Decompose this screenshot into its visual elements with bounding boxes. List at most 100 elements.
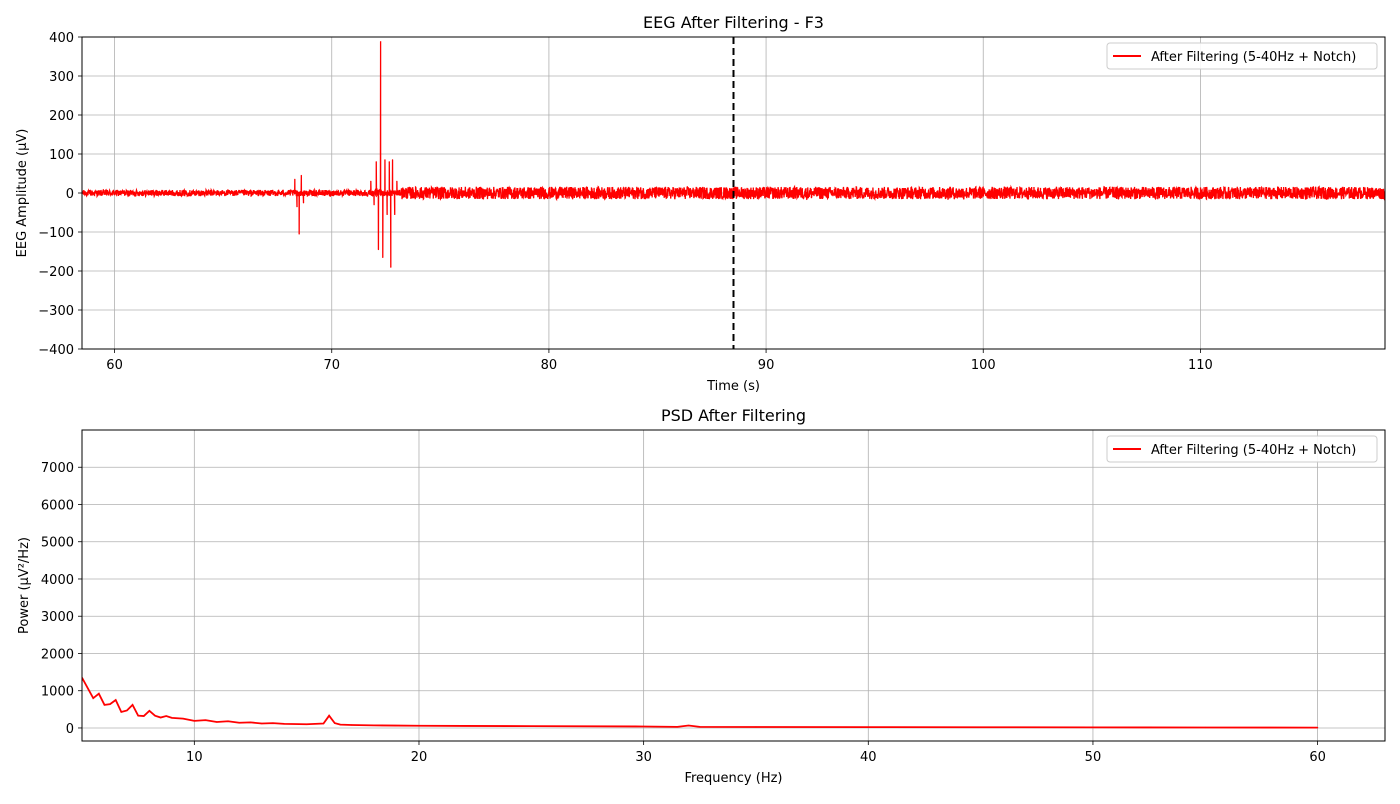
burst-peak-point [384,159,386,161]
y-tick-label: 6000 [41,498,74,513]
x-tick-label: 110 [1188,358,1213,373]
psd-point [755,726,757,728]
burst-peak-point [377,248,380,251]
psd-point [463,725,465,727]
y-tick-label: 3000 [41,610,74,625]
x-tick-label: 100 [971,358,996,373]
y-tick-label: −200 [38,265,74,280]
psd-point [687,724,690,727]
y-tick-label: 4000 [41,573,74,588]
psd-point [395,724,398,727]
x-tick-label: 70 [323,358,340,373]
psd-point [322,722,325,725]
burst-peak-point [396,180,398,182]
burst-peak-point [390,266,392,268]
psd-point [171,717,173,719]
y-tick-label: 0 [66,722,74,737]
psd-point [216,721,218,723]
legend: After Filtering (5-40Hz + Notch) [1106,435,1378,463]
x-tick-label: 40 [860,750,877,765]
psd-point [643,725,645,728]
psd-point [148,710,150,712]
psd-point [1204,726,1206,729]
x-tick-label: 60 [1309,750,1326,765]
psd-point [339,724,341,726]
x-tick-label: 10 [186,750,203,765]
chart-title: EEG After Filtering - F3 [643,13,824,32]
y-tick-label: 200 [49,109,74,124]
x-axis-label: Time (s) [706,379,760,394]
psd-point [261,722,263,725]
burst-peak-point [300,174,302,177]
y-tick-label: −300 [38,304,74,319]
psd-point [980,726,982,728]
burst-peak-point [298,233,300,235]
legend-box [1106,42,1378,70]
psd-point [193,720,195,722]
y-tick-label: −400 [38,343,74,358]
psd-point [418,725,420,727]
psd-point [109,703,111,705]
y-tick-label: 100 [49,148,74,163]
burst-peak-point [380,41,382,43]
x-tick-label: 20 [411,750,428,765]
psd-point [530,725,532,727]
y-axis-label: EEG Amplitude (µV) [15,129,30,258]
x-tick-label: 90 [758,358,775,373]
psd-point [676,726,678,728]
y-tick-label: 0 [66,187,74,202]
chart-2: 10 20 30 40 50 60 0 1000 2000 3000 4000 5000 6000 700… [17,406,1386,786]
chart-title: PSD After Filtering [661,406,806,425]
psd-point [283,723,285,725]
plot-frame [81,36,1386,350]
legend-label: After Filtering (5-40Hz + Notch) [1151,443,1356,458]
psd-point [182,718,184,720]
burst-peak-point [302,202,305,204]
psd-point [227,720,229,722]
x-tick-label: 80 [541,358,558,373]
psd-line [82,677,1318,729]
burst-peak-point [373,204,375,206]
psd-point [350,724,353,726]
series-1 [82,41,1385,268]
y-tick-label: 400 [49,31,74,46]
psd-point [238,722,240,724]
series-1 [82,677,1319,729]
psd-point [306,723,308,725]
burst-peak-point [296,206,298,208]
psd-point [98,693,100,695]
burst-peak-point [375,161,377,163]
burst-peak-point [386,213,388,216]
legend: After Filtering (5-40Hz + Notch) [1106,42,1378,70]
x-tick-label: 50 [1085,750,1102,765]
psd-point [867,726,869,728]
psd-point [154,715,156,717]
y-tick-label: 2000 [41,647,74,662]
psd-point [131,704,134,706]
psd-point [334,722,336,724]
burst-peak-point [370,180,372,182]
x-tick-label: 60 [106,358,123,373]
psd-point [165,715,167,717]
psd-point [126,709,128,712]
psd-point [1317,726,1319,729]
x-axis-label: Frequency (Hz) [684,771,782,786]
psd-point [160,716,162,719]
eeg-trace [82,41,1385,268]
psd-point [204,719,207,721]
burst-peak-point [382,256,384,258]
psd-point [115,699,117,701]
psd-point [328,715,330,717]
legend-box [1106,435,1378,463]
burst-peak-point [294,178,296,180]
chart-1: 60 70 80 90 100 110 −400 −300 −200 −100 0 100 200 300… [15,13,1386,394]
psd-point [120,711,122,713]
y-tick-label: 5000 [41,536,74,551]
plot-frame [81,429,1386,742]
psd-point [699,726,701,728]
psd-point [249,721,252,723]
burst-peak-point [394,213,396,216]
psd-point [373,724,375,726]
y-tick-label: 1000 [41,685,74,700]
